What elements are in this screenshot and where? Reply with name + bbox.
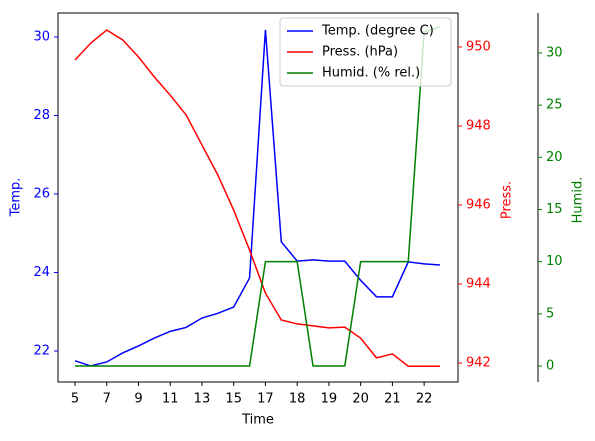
y2-axis-label: Press.	[500, 181, 515, 219]
x-axis-label: Time	[241, 413, 274, 428]
x-tick-label: 5	[71, 392, 79, 407]
y3-axis-label: Humid.	[571, 177, 586, 224]
series-line	[74, 29, 441, 367]
x-tick-label: 18	[289, 392, 306, 407]
y3-tick-label: 25	[546, 98, 563, 113]
y-tick-label: 26	[33, 186, 50, 201]
series-line	[74, 29, 440, 367]
y2-tick-label: 946	[466, 198, 491, 213]
x-tick-label: 19	[321, 392, 338, 407]
y3-tick-label: 10	[546, 254, 563, 269]
y3-tick-label: 20	[546, 150, 563, 165]
x-tick-label: 20	[352, 392, 369, 407]
legend-label: Temp. (degree C)	[321, 24, 434, 39]
y-tick-label: 22	[33, 343, 50, 358]
x-tick-label: 17	[257, 392, 274, 407]
y3-tick-label: 0	[546, 359, 554, 374]
y3-tick-label: 5	[546, 306, 554, 321]
legend-box	[279, 17, 452, 87]
legend-label: Press. (hPa)	[322, 45, 398, 60]
series-line	[75, 26, 441, 367]
x-tick-label: 13	[194, 392, 211, 407]
y3-tick-label: 15	[546, 202, 563, 217]
y-tick-label: 30	[33, 29, 50, 44]
x-tick-label: 21	[384, 392, 401, 407]
x-tick-label: 11	[162, 392, 179, 407]
y2-tick-label: 944	[466, 277, 491, 292]
y2-tick-label: 948	[466, 118, 491, 133]
y-tick-label: 28	[33, 108, 50, 123]
y2-tick-label: 942	[466, 356, 491, 371]
x-tick-label: 9	[134, 392, 142, 407]
legend-label: Humid. (% rel.)	[322, 66, 420, 81]
y3-tick-label: 30	[546, 45, 563, 60]
y2-tick-label: 950	[466, 39, 491, 54]
x-tick-label: 7	[103, 392, 111, 407]
y-axis-label: Temp.	[9, 178, 24, 218]
y-tick-label: 24	[33, 265, 50, 280]
x-tick-label: 22	[416, 392, 433, 407]
x-tick-label: 15	[225, 392, 242, 407]
plot-frame	[57, 12, 459, 383]
